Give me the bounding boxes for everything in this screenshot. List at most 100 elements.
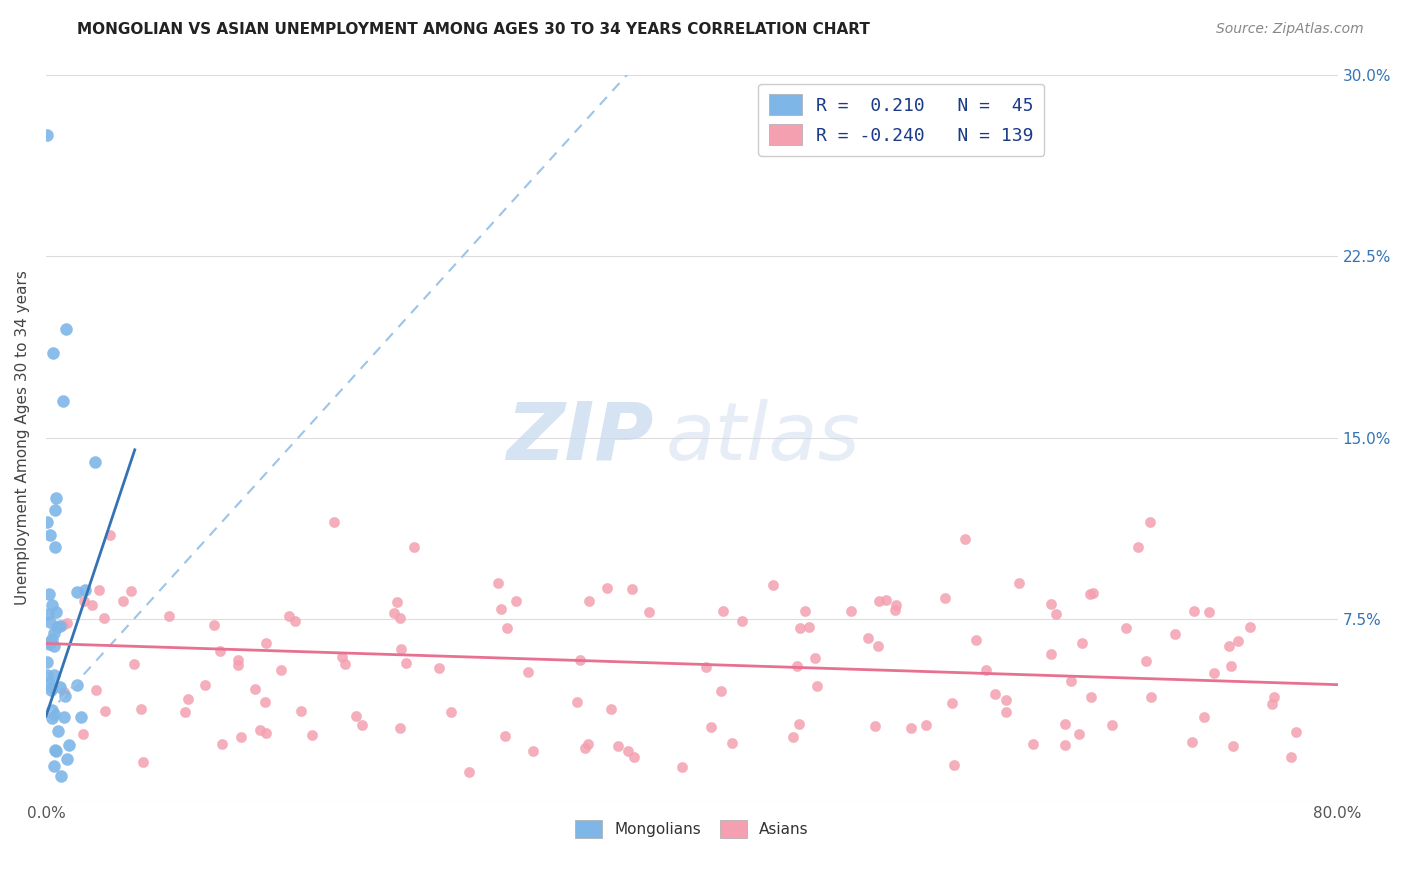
Point: [194, 678, 217, 692]
Point: [37, 607, 59, 621]
Point: [53, 684, 76, 698]
Point: [38, 675, 60, 690]
Point: [984, 687, 1007, 701]
Point: [1040, 647, 1063, 661]
Text: ZIP: ZIP: [506, 399, 652, 476]
Point: [671, 760, 693, 774]
Point: [1140, 690, 1163, 704]
Point: [1008, 576, 1031, 591]
Point: [865, 719, 887, 733]
Point: [495, 622, 517, 636]
Point: [49, 680, 72, 694]
Point: [1053, 738, 1076, 752]
Point: [49, 769, 72, 783]
Point: [505, 594, 527, 608]
Point: [1261, 698, 1284, 712]
Point: [793, 604, 815, 618]
Point: [42, 759, 65, 773]
Point: [1263, 690, 1285, 704]
Point: [35, 668, 58, 682]
Point: [211, 738, 233, 752]
Point: [567, 695, 589, 709]
Point: [49, 619, 72, 633]
Point: [73, 594, 96, 608]
Point: [42, 639, 65, 653]
Point: [856, 631, 879, 645]
Point: [1227, 634, 1250, 648]
Point: [1083, 586, 1105, 600]
Point: [934, 591, 956, 605]
Point: [44, 503, 66, 517]
Point: [799, 620, 821, 634]
Point: [578, 737, 600, 751]
Point: [495, 729, 517, 743]
Point: [974, 663, 997, 677]
Point: [301, 728, 323, 742]
Point: [254, 726, 277, 740]
Point: [87, 582, 110, 597]
Point: [44, 706, 66, 721]
Point: [1070, 636, 1092, 650]
Point: [389, 642, 412, 657]
Point: [41, 703, 63, 717]
Point: [332, 650, 354, 665]
Point: [38, 586, 60, 600]
Point: [249, 723, 271, 737]
Point: [731, 614, 754, 628]
Point: [66, 678, 89, 692]
Point: [344, 709, 367, 723]
Text: Source: ZipAtlas.com: Source: ZipAtlas.com: [1216, 22, 1364, 37]
Point: [699, 720, 721, 734]
Point: [1202, 665, 1225, 680]
Point: [278, 608, 301, 623]
Point: [595, 582, 617, 596]
Point: [995, 705, 1018, 719]
Y-axis label: Unemployment Among Ages 30 to 34 years: Unemployment Among Ages 30 to 34 years: [15, 270, 30, 605]
Point: [120, 584, 142, 599]
Point: [720, 736, 742, 750]
Point: [1101, 718, 1123, 732]
Point: [112, 593, 135, 607]
Point: [98, 527, 121, 541]
Point: [177, 692, 200, 706]
Point: [839, 604, 862, 618]
Point: [44, 743, 66, 757]
Point: [489, 602, 512, 616]
Point: [1182, 604, 1205, 618]
Point: [174, 706, 197, 720]
Point: [914, 718, 936, 732]
Point: [941, 697, 963, 711]
Point: [82, 598, 104, 612]
Point: [41, 711, 63, 725]
Point: [762, 578, 785, 592]
Point: [638, 605, 661, 619]
Point: [875, 593, 897, 607]
Point: [41, 598, 63, 612]
Point: [440, 705, 463, 719]
Point: [884, 603, 907, 617]
Point: [352, 718, 374, 732]
Point: [1220, 659, 1243, 673]
Point: [41, 632, 63, 647]
Point: [56, 616, 79, 631]
Point: [46, 724, 69, 739]
Point: [1022, 737, 1045, 751]
Point: [284, 614, 307, 628]
Point: [568, 653, 591, 667]
Point: [226, 653, 249, 667]
Point: [202, 617, 225, 632]
Point: [1285, 725, 1308, 739]
Text: MONGOLIAN VS ASIAN UNEMPLOYMENT AMONG AGES 30 TO 34 YEARS CORRELATION CHART: MONGOLIAN VS ASIAN UNEMPLOYMENT AMONG AG…: [77, 22, 870, 37]
Point: [323, 516, 346, 530]
Point: [522, 744, 544, 758]
Point: [122, 657, 145, 671]
Point: [1060, 674, 1083, 689]
Point: [1222, 739, 1244, 754]
Point: [695, 660, 717, 674]
Point: [44, 540, 66, 554]
Point: [900, 721, 922, 735]
Point: [786, 658, 808, 673]
Point: [621, 582, 644, 596]
Point: [35, 128, 58, 142]
Point: [395, 656, 418, 670]
